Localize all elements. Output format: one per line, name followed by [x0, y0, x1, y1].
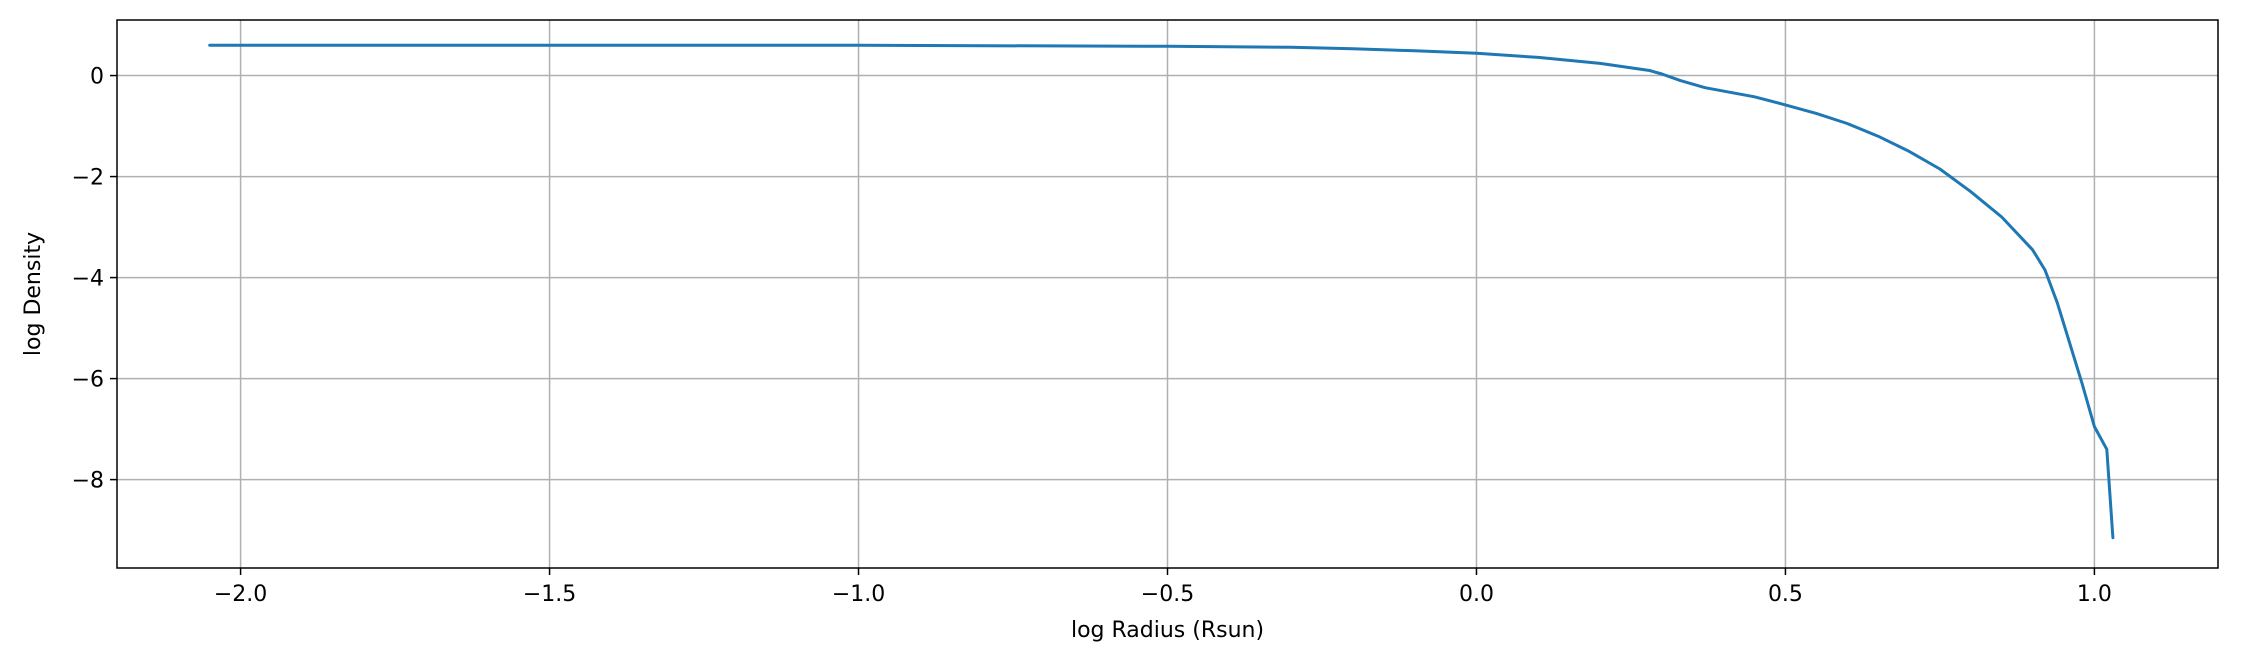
- x-tick-label: −0.5: [1141, 582, 1194, 607]
- x-axis-label: log Radius (Rsun): [1071, 618, 1264, 643]
- grid: [117, 20, 2218, 568]
- x-tick-label: 1.0: [2077, 582, 2112, 607]
- y-axis-label: log Density: [21, 232, 46, 356]
- y-tick-label: −8: [72, 469, 104, 494]
- y-tick-label: −2: [72, 166, 104, 191]
- x-tick-label: −1.0: [832, 582, 885, 607]
- y-tick-label: −6: [72, 368, 104, 393]
- ticks: −2.0 −1.5 −1.0 −0.5 0.0 0.5 1.0 0 −2 −4 −6 −8: [72, 65, 2112, 607]
- x-tick-label: 0.0: [1459, 582, 1494, 607]
- y-tick-label: 0: [90, 65, 104, 90]
- y-tick-label: −4: [72, 267, 104, 292]
- x-tick-label: −1.5: [523, 582, 576, 607]
- series-layer: [208, 43, 2115, 540]
- x-tick-label: 0.5: [1768, 582, 1803, 607]
- x-tick-label: −2.0: [214, 582, 267, 607]
- series-line: [208, 43, 2115, 540]
